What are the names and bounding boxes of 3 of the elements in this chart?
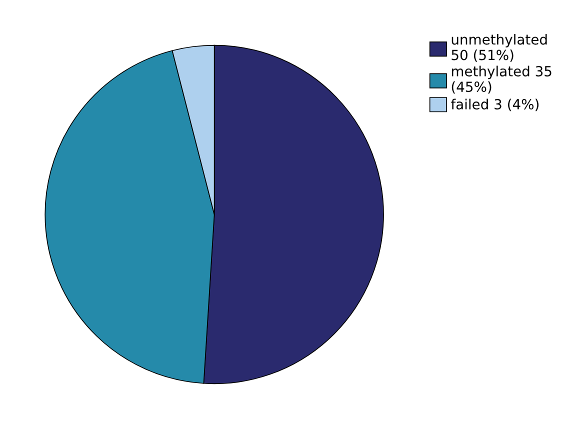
legend-label: unmethylated 50 (51%): [452, 34, 547, 62]
legend-label: failed 3 (4%): [451, 98, 539, 112]
legend-label: methylated 35 (45%): [452, 66, 552, 94]
